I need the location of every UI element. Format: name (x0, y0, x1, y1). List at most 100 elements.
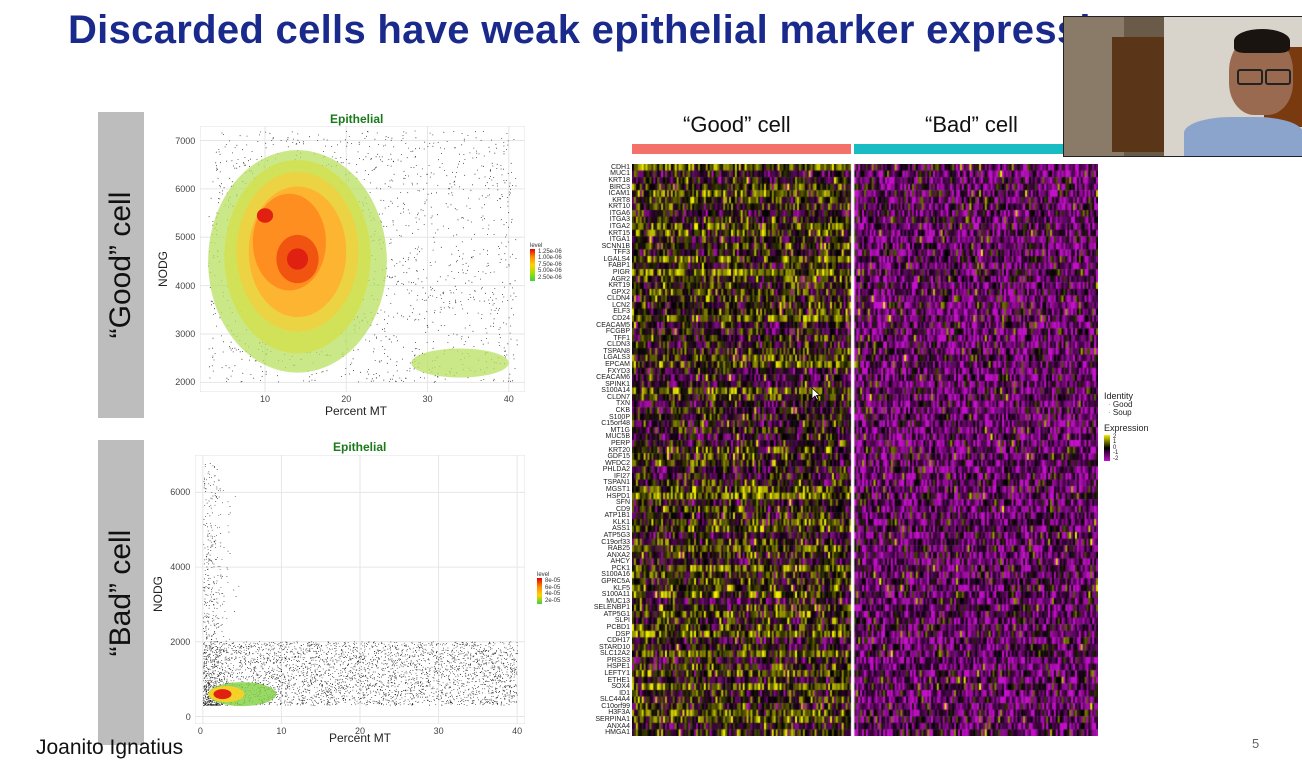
gene-label: SFN (616, 499, 630, 507)
y-tick-label: 2000 (175, 377, 196, 388)
slide-title: Discarded cells have weak epithelial mar… (68, 8, 1141, 52)
plot2-ylabel: NODG (151, 576, 165, 612)
gene-label: ATP5G1 (603, 610, 630, 618)
gene-label: CLDN7 (607, 393, 630, 401)
plot2-xlabel: Percent MT (329, 731, 392, 745)
gene-label: AGR2 (610, 275, 630, 283)
gene-label: LEFTY1 (604, 670, 630, 678)
gene-label: PERP (610, 439, 630, 447)
gene-label: KRT10 (608, 203, 630, 211)
expression-tick: 0 (1113, 444, 1117, 451)
y-tick-label: 2000 (170, 636, 191, 647)
gene-label: CEACAM6 (596, 374, 630, 382)
y-tick-label: 3000 (175, 328, 196, 339)
gene-label: PIGR (612, 268, 630, 276)
plot1-legend-entry: 1.00e-06 (538, 255, 562, 262)
plot2-title: Epithelial (333, 440, 387, 454)
gene-label: KLF5 (613, 584, 630, 592)
gene-label: ELF3 (613, 308, 630, 316)
y-tick-label: 4000 (175, 280, 196, 291)
gene-label: PCK1 (611, 564, 630, 572)
gene-label: IFI27 (614, 472, 630, 480)
gene-label: TFF3 (613, 249, 630, 257)
gene-label: MUC5B (605, 433, 630, 441)
gene-label: CEACAM5 (596, 321, 630, 329)
gene-label: ID1 (619, 689, 630, 697)
gene-label: ANXA2 (607, 551, 630, 559)
x-tick-label: 10 (276, 726, 287, 736)
gene-label: CLDN4 (607, 295, 630, 303)
gene-label: CD9 (615, 505, 630, 513)
gene-label: CLDN3 (607, 341, 630, 349)
gene-label: SERPINA1 (595, 716, 630, 724)
gene-label: MT1G (610, 426, 630, 434)
expression-tick: 2 (1113, 434, 1117, 440)
gene-label: KRT15 (608, 229, 630, 237)
gene-label: LGALS3 (603, 354, 630, 362)
heatmap-legend: Identity · Good · Soup Expression 2 1 0 … (1104, 391, 1149, 462)
x-tick-label: 30 (433, 726, 444, 736)
gene-label: RAB25 (607, 545, 630, 553)
y-tick-label: 5000 (175, 232, 196, 243)
y-tick-label: 0 (185, 711, 191, 722)
gene-label: PHLDA2 (602, 466, 630, 474)
density-contour (286, 248, 309, 270)
gene-label: ITGA1 (609, 236, 630, 244)
bad-cell-side-label: “Bad” cell (98, 440, 144, 745)
identity-legend-soup: Soup (1112, 408, 1132, 417)
density-contour (411, 348, 509, 378)
x-tick-label: 40 (512, 726, 523, 736)
gene-label: CDH17 (607, 637, 630, 645)
expression-tick: -1 (1113, 450, 1119, 457)
gene-label: FABP1 (608, 262, 630, 270)
x-tick-label: 20 (341, 394, 352, 404)
plot2-legend-entry: 2e-05 (545, 597, 561, 604)
gene-label: PCBD1 (606, 624, 630, 632)
gene-label: KRT19 (608, 282, 630, 290)
gene-label: ITGA2 (609, 222, 630, 230)
presenter-video-thumbnail (1063, 16, 1302, 157)
gene-label: SCNN1B (601, 242, 630, 250)
gene-label: FCGBP (605, 328, 630, 336)
y-tick-label: 4000 (170, 562, 191, 573)
gene-label: KLK1 (612, 518, 630, 526)
gene-label: AHCY (610, 558, 630, 566)
heatmap-group-good-label: “Good” cell (683, 112, 791, 137)
gene-label: DSP (615, 630, 630, 638)
good-group-bar (632, 144, 851, 154)
good-density-scatter (200, 126, 525, 392)
good-cell-side-label: “Good” cell (98, 112, 144, 418)
gene-label: PRSS3 (607, 656, 630, 664)
gene-label: SPINK1 (605, 380, 630, 388)
y-tick-label: 7000 (175, 135, 196, 146)
gene-label: SLC44A4 (600, 696, 630, 704)
gene-label: SLC12A2 (600, 650, 630, 658)
plot2-legend-title: level (537, 572, 550, 578)
gene-label: GPX2 (611, 288, 630, 296)
expression-legend-title: Expression (1104, 423, 1149, 433)
gene-label: ASS1 (612, 525, 630, 533)
gene-label: ITGA3 (609, 216, 630, 224)
heatmap-group-bad-label: “Bad” cell (925, 112, 1018, 137)
expression-tick: -2 (1113, 455, 1119, 462)
gene-label: S100A16 (601, 571, 630, 579)
gene-label: GPRC5A (601, 577, 630, 585)
gene-label: SOX4 (611, 683, 630, 691)
identity-legend-title: Identity (1104, 391, 1134, 401)
gene-label: SLPI (614, 617, 630, 625)
y-tick-label: 6000 (170, 487, 191, 498)
page-number: 5 (1252, 736, 1260, 751)
plot1-legend: level 1.25e-06 1.00e-06 7.50e-06 5.00e-0… (530, 243, 562, 281)
gene-label: S100A14 (601, 387, 630, 395)
gene-label: SELENBP1 (593, 604, 630, 612)
x-tick-label: 30 (422, 394, 433, 404)
gene-label: ATP1B1 (604, 512, 630, 520)
plot1-title: Epithelial (330, 112, 384, 126)
y-tick-label: 6000 (175, 183, 196, 194)
gene-label: CKB (615, 407, 630, 415)
plot2-legend-entry: 8e-05 (545, 578, 561, 584)
author-name: Joanito Ignatius (36, 736, 184, 759)
mouse-cursor-icon (811, 387, 821, 401)
gene-label: C10orf99 (601, 702, 630, 710)
gene-label: S100P (608, 413, 630, 421)
